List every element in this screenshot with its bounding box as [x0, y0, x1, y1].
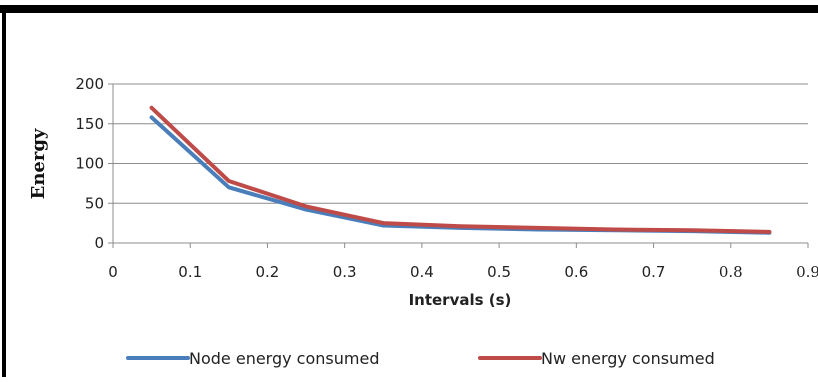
x-tick-label: 0.7 — [642, 263, 666, 281]
gridlines — [113, 83, 808, 204]
x-tick-label: 0 — [108, 263, 118, 281]
legend: Node energy consumed Nw energy consumed — [126, 349, 715, 368]
y-tick-label: 0 — [94, 234, 104, 252]
tick-labels: 0 50 100 150 200 0 0.1 0.2 0.3 0.4 0.5 0.6 0.7 0.8 0.9 — [75, 75, 818, 281]
y-tick-label: 150 — [75, 115, 104, 133]
series-line-2 — [149, 105, 772, 234]
y-axis-label: Energy — [28, 128, 49, 199]
x-axis-label: Intervals (s) — [409, 291, 512, 309]
legend-label-1: Node energy consumed — [189, 349, 379, 368]
x-tick-label: 0.4 — [410, 263, 434, 281]
y-tick-label: 50 — [85, 194, 104, 212]
series-line-1 — [149, 115, 772, 235]
y-tick-label: 100 — [75, 155, 104, 173]
x-tick-label: 0.2 — [256, 263, 280, 281]
x-tick-label: 0.8 — [719, 263, 743, 281]
x-tick-label: 0.3 — [333, 263, 357, 281]
axes — [108, 83, 809, 248]
x-tick-label: 0.6 — [564, 263, 588, 281]
x-tick-label: 0.1 — [178, 263, 202, 281]
y-tick-label: 200 — [75, 75, 104, 93]
series-lines — [149, 105, 772, 235]
legend-label-2: Nw energy consumed — [541, 349, 715, 368]
x-tick-label: 0.5 — [487, 263, 511, 281]
x-tick-label: 0.9 — [796, 263, 818, 281]
